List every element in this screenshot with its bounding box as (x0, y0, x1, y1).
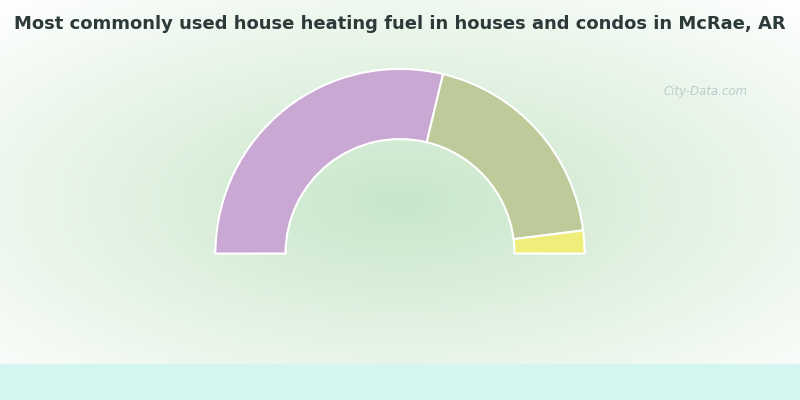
Wedge shape (215, 69, 443, 254)
Wedge shape (514, 230, 585, 254)
Text: City-Data.com: City-Data.com (664, 86, 748, 98)
Text: Most commonly used house heating fuel in houses and condos in McRae, AR: Most commonly used house heating fuel in… (14, 15, 786, 33)
Wedge shape (426, 74, 583, 239)
Bar (0, 364, 800, 400)
